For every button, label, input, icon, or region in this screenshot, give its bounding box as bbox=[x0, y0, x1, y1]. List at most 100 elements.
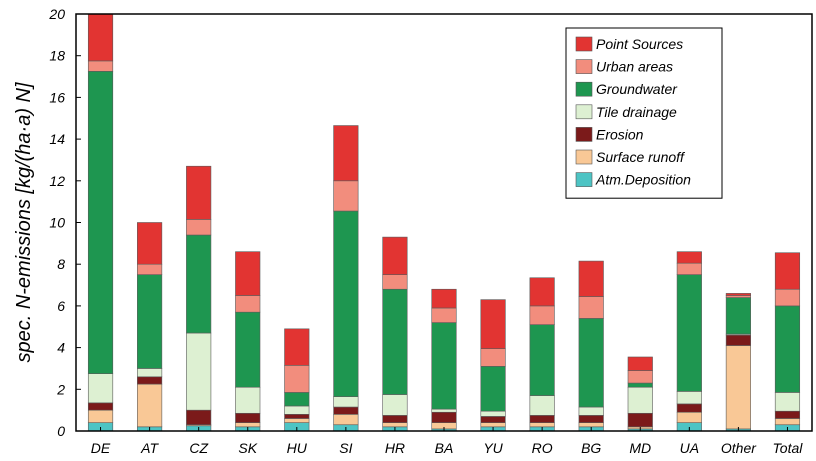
bar-segment bbox=[333, 180, 359, 212]
bar-segment bbox=[480, 299, 506, 349]
bar-segment bbox=[529, 395, 555, 416]
legend-label: Urban areas bbox=[596, 59, 673, 75]
bar-segment bbox=[137, 376, 163, 385]
bar-segment bbox=[431, 411, 457, 423]
bar-segment bbox=[186, 409, 212, 426]
x-tick-label: BG bbox=[581, 440, 601, 456]
x-tick-label: YU bbox=[483, 440, 503, 456]
bar-segment bbox=[578, 296, 604, 319]
x-tick-label: SI bbox=[339, 440, 352, 456]
y-tick-label: 20 bbox=[48, 6, 65, 22]
y-axis-label: spec. N-emissions [kg/(ha·a) N] bbox=[13, 82, 35, 363]
y-tick-label: 2 bbox=[56, 381, 65, 397]
bar-segment bbox=[627, 386, 653, 414]
bar-segment bbox=[774, 288, 801, 307]
y-tick-label: 0 bbox=[57, 423, 65, 439]
bar-segment bbox=[676, 403, 702, 413]
bar-segment bbox=[382, 415, 408, 423]
y-tick-label: 4 bbox=[57, 340, 65, 356]
bar-segment bbox=[186, 165, 212, 220]
bar-segment bbox=[725, 345, 751, 430]
bar-segment bbox=[725, 297, 751, 335]
bar-segment bbox=[676, 262, 702, 275]
bar-segment bbox=[676, 391, 702, 405]
x-tick-label: HU bbox=[287, 440, 308, 456]
legend-swatch bbox=[575, 59, 593, 74]
bar-segment bbox=[480, 410, 506, 417]
bar-segment bbox=[676, 251, 702, 264]
x-tick-label: BA bbox=[435, 440, 454, 456]
bar-segment bbox=[480, 416, 506, 423]
bar-segment bbox=[235, 386, 261, 414]
bar-segment bbox=[235, 295, 261, 313]
bar-segment bbox=[235, 251, 261, 296]
bar-segment bbox=[87, 409, 114, 423]
legend-swatch bbox=[575, 172, 593, 187]
x-tick-label: Total bbox=[773, 440, 804, 456]
bar-segment bbox=[431, 288, 457, 309]
bar-segment bbox=[284, 418, 310, 423]
x-tick-label: DE bbox=[91, 440, 111, 456]
legend-label: Atm.Deposition bbox=[595, 172, 691, 188]
bar-segment bbox=[382, 288, 408, 395]
bar-segment bbox=[382, 394, 408, 416]
bar-segment bbox=[480, 366, 506, 412]
legend-swatch bbox=[575, 104, 593, 120]
bar-segment bbox=[333, 125, 359, 182]
x-tick-label: MD bbox=[629, 440, 651, 456]
bar-segment bbox=[87, 13, 114, 62]
bar-segment bbox=[87, 402, 114, 411]
bar-segment bbox=[676, 274, 702, 392]
bars-group bbox=[87, 13, 801, 432]
bar-segment bbox=[284, 405, 310, 415]
bar-segment bbox=[578, 415, 604, 423]
bar-segment bbox=[235, 311, 261, 388]
bar-segment bbox=[529, 324, 555, 396]
x-tick-label: CZ bbox=[189, 440, 208, 456]
bar-segment bbox=[284, 328, 310, 366]
y-tick-label: 14 bbox=[49, 131, 65, 147]
x-tick-label: UA bbox=[680, 440, 699, 456]
bar-segment bbox=[333, 396, 359, 408]
x-tick-label: SK bbox=[238, 440, 257, 456]
bar-segment bbox=[627, 370, 653, 384]
bar-segment bbox=[382, 236, 408, 275]
bar-segment bbox=[284, 392, 310, 407]
bar-segment bbox=[529, 415, 555, 423]
bar-segment bbox=[578, 260, 604, 297]
bar-segment bbox=[725, 295, 751, 298]
legend-label: Point Sources bbox=[596, 36, 683, 52]
y-tick-label: 6 bbox=[57, 298, 65, 314]
legend-label: Tile drainage bbox=[596, 104, 677, 120]
x-tick-label: AT bbox=[140, 440, 159, 456]
y-tick-label: 18 bbox=[49, 48, 65, 64]
bar-segment bbox=[774, 392, 801, 412]
bar-segment bbox=[382, 274, 408, 290]
bar-segment bbox=[137, 368, 163, 378]
bar-segment bbox=[431, 322, 457, 410]
bar-segment bbox=[627, 356, 653, 371]
bar-segment bbox=[333, 210, 359, 397]
legend-label: Groundwater bbox=[596, 81, 678, 97]
bar-segment bbox=[137, 263, 163, 275]
bar-segment bbox=[774, 252, 801, 290]
legend-swatch bbox=[575, 149, 593, 165]
bar-segment bbox=[186, 219, 212, 236]
bar-segment bbox=[529, 422, 555, 428]
legend-swatch bbox=[575, 36, 593, 52]
bar-segment bbox=[529, 305, 555, 325]
y-tick-label: 16 bbox=[49, 89, 65, 105]
bar-segment bbox=[186, 234, 212, 334]
bar-segment bbox=[186, 332, 212, 411]
bar-segment bbox=[431, 307, 457, 323]
bar-segment bbox=[480, 422, 506, 428]
bar-segment bbox=[529, 277, 555, 307]
bar-segment bbox=[284, 414, 310, 419]
bar-segment bbox=[235, 412, 261, 423]
x-tick-label: RO bbox=[532, 440, 553, 456]
bar-segment bbox=[137, 274, 163, 369]
bar-segment bbox=[578, 422, 604, 428]
bar-segment bbox=[774, 410, 801, 419]
legend-swatch bbox=[575, 127, 593, 142]
